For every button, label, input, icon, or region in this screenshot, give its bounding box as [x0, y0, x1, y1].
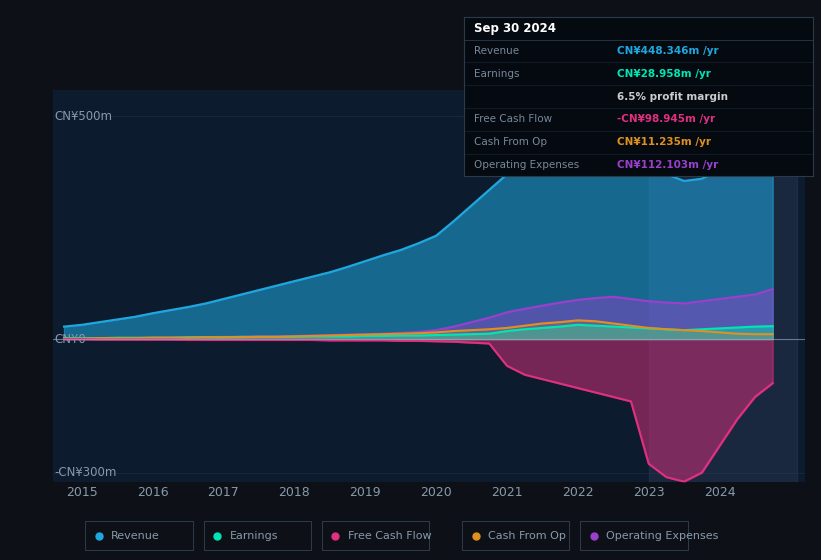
Text: 6.5% profit margin: 6.5% profit margin	[617, 92, 728, 101]
Text: Earnings: Earnings	[475, 69, 520, 79]
Bar	[462, 521, 570, 550]
Text: -CN¥98.945m /yr: -CN¥98.945m /yr	[617, 114, 716, 124]
Text: Revenue: Revenue	[475, 46, 520, 56]
Text: Operating Expenses: Operating Expenses	[606, 530, 718, 540]
Bar	[322, 521, 429, 550]
Text: Cash From Op: Cash From Op	[488, 530, 566, 540]
Text: Operating Expenses: Operating Expenses	[475, 160, 580, 170]
Text: CN¥500m: CN¥500m	[55, 110, 112, 123]
Text: Sep 30 2024: Sep 30 2024	[475, 22, 557, 35]
Text: CN¥11.235m /yr: CN¥11.235m /yr	[617, 137, 711, 147]
Bar	[649, 90, 797, 482]
Bar	[85, 521, 192, 550]
Text: -CN¥300m: -CN¥300m	[55, 466, 117, 479]
Text: CN¥112.103m /yr: CN¥112.103m /yr	[617, 160, 718, 170]
Text: Cash From Op: Cash From Op	[475, 137, 548, 147]
Bar	[580, 521, 688, 550]
Text: Free Cash Flow: Free Cash Flow	[348, 530, 431, 540]
Text: CN¥448.346m /yr: CN¥448.346m /yr	[617, 46, 719, 56]
Text: Earnings: Earnings	[230, 530, 278, 540]
Text: Revenue: Revenue	[112, 530, 160, 540]
Text: Free Cash Flow: Free Cash Flow	[475, 114, 553, 124]
Text: CN¥0: CN¥0	[55, 333, 86, 346]
Text: CN¥28.958m /yr: CN¥28.958m /yr	[617, 69, 711, 79]
Bar	[204, 521, 310, 550]
